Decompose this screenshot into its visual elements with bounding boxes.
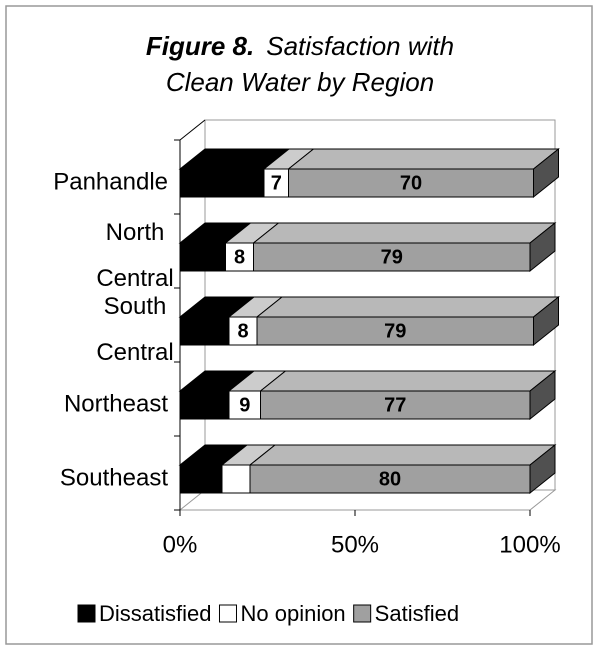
y-tick-label: South Central [96,293,173,366]
bar-segment [259,369,557,421]
data-label: 7 [271,172,282,194]
x-tick-label: 50% [331,531,379,558]
bar-top [259,370,557,392]
bar-top [248,444,557,466]
title-line: Satisfaction with [266,31,454,61]
data-label: 14 [193,320,216,342]
data-label: 8 [234,246,245,268]
bar-face [179,168,265,198]
data-label: 13 [192,246,214,268]
bar-face [256,316,534,346]
bar-face [288,168,534,198]
bar-segment [227,296,284,346]
data-label: 77 [384,394,406,416]
bar-face [253,242,531,272]
legend-label: Dissatisfied [99,601,211,626]
data-label: 12 [190,468,212,490]
bar-segment [252,221,557,273]
y-tick-label: Northeast [64,390,168,417]
floor [178,489,557,511]
bar-face [221,464,251,494]
legend-swatch [353,604,372,623]
bar-segment [224,222,280,272]
bar-face [179,464,223,494]
bar-face [179,242,226,272]
data-label: 8 [237,320,248,342]
bar-segment [178,444,249,494]
bar-segment [255,295,560,347]
data-label: 80 [379,468,401,490]
bar-top [287,148,560,170]
bar-face [249,464,531,494]
data-label: 14 [193,394,216,416]
title-line: Clean Water by Region [166,67,434,97]
bar-face [228,316,258,346]
y-tick-label: Panhandle [53,168,168,195]
bar-face [179,390,230,420]
legend-label: Satisfied [375,601,459,626]
bar-segment [287,147,560,199]
y-tick-label: North Central [96,219,173,292]
bar-segment [178,222,252,272]
bar-segment [248,443,557,495]
bar-segment [262,148,315,198]
y-tick-label: Southeast [60,464,168,491]
legend-swatch [218,604,237,623]
legend-label: No opinion [240,601,345,626]
bar-face [263,168,289,198]
wall-edge [179,119,206,141]
data-label: 79 [384,320,406,342]
x-tick-label: 100% [499,531,560,558]
bar-top [252,222,557,244]
bar-face [228,390,261,420]
data-label: 24 [211,172,234,194]
legend-swatch [77,604,96,623]
bar-top [255,296,560,318]
data-label: 9 [239,394,250,416]
data-label: 79 [381,246,403,268]
bar-segment [220,444,277,494]
bar-face [260,390,531,420]
chart-title: Figure 8. Satisfaction with [146,31,454,61]
x-tick-label: 0% [163,531,198,558]
title-label: Figure 8. [146,31,254,61]
data-label: 70 [400,172,422,194]
